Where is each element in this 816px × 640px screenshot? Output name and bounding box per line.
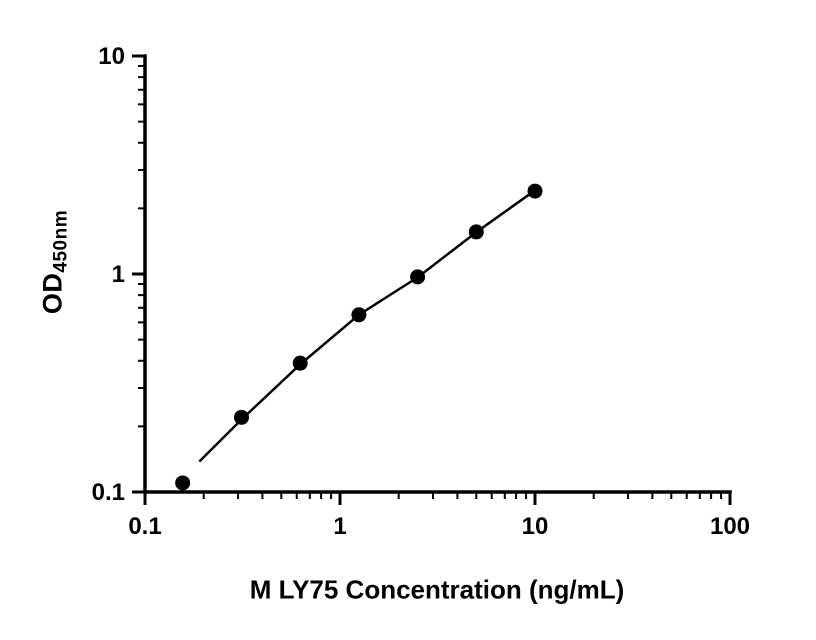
fit-line	[198, 189, 536, 463]
x-tick-label: 1	[333, 513, 346, 540]
data-point	[292, 355, 308, 371]
data-point	[233, 409, 249, 425]
y-tick-label: 1	[112, 261, 125, 288]
y-axis-title-main: OD	[37, 272, 68, 315]
y-axis-title-subscript: 450nm	[50, 209, 72, 273]
data-point	[468, 224, 484, 240]
data-point	[351, 307, 367, 323]
data-point	[527, 183, 543, 199]
x-tick-label: 10	[522, 513, 549, 540]
data-point	[410, 269, 426, 285]
y-axis-title: OD450nm	[38, 210, 73, 314]
x-tick-label: 100	[710, 513, 750, 540]
x-axis-title: M LY75 Concentration (ng/mL)	[249, 574, 625, 605]
y-tick-label: 0.1	[92, 479, 125, 506]
y-tick-label: 10	[98, 43, 125, 70]
x-tick-label: 0.1	[128, 513, 161, 540]
data-point	[175, 475, 191, 491]
